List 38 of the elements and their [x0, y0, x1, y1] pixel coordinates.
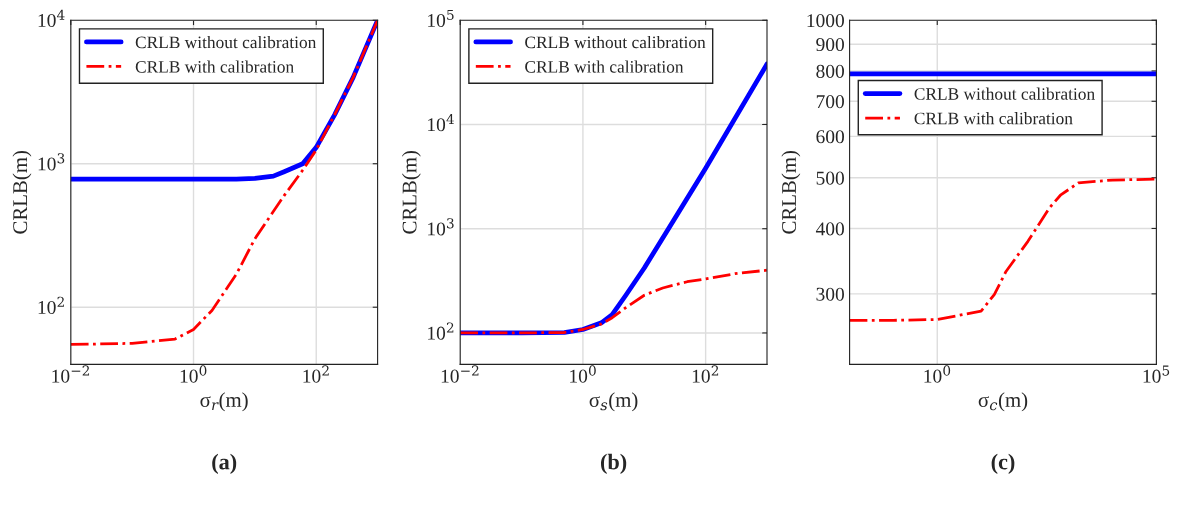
y-tick-label: 10$^{4}$	[428, 113, 454, 132]
text: (c)	[991, 453, 1015, 474]
legend-label: CRLB without calibration	[914, 87, 1095, 100]
legend-label: CRLB without calibration	[135, 35, 317, 49]
y-tick-label: 500	[816, 171, 844, 185]
y-tick-label: 10$^{5}$	[428, 9, 454, 28]
y-tick-label: 800	[816, 64, 844, 78]
x-tick-label: 10$^{2}$	[692, 365, 719, 383]
legend-label: CRLB with calibration	[135, 60, 294, 73]
y-tick-label: 400	[815, 222, 844, 236]
x-tick-label: 10$^{2}$	[303, 365, 329, 383]
x-tick-label: 10$^{5}$	[1143, 365, 1170, 383]
x-tick-label: 10$^{0}$	[570, 365, 596, 383]
y-axis-title: CRLB(m)	[781, 150, 801, 234]
y-tick-label: 600	[816, 130, 844, 144]
legend-label: CRLB with calibration	[914, 112, 1073, 125]
legend-label: CRLB without calibration	[525, 35, 706, 49]
x-tick-label: 10$^{−2}$	[52, 365, 90, 383]
x-axis-title: σ$_{r}$(m)	[200, 392, 248, 412]
legend-label: CRLB with calibration	[525, 60, 684, 73]
y-tick-label: 1000	[807, 14, 844, 28]
text: (a)	[212, 453, 237, 474]
y-tick-label: 10$^{2}$	[38, 296, 64, 315]
y-tick-label: 900	[816, 38, 844, 52]
y-tick-label: 10$^{3}$	[428, 218, 454, 236]
y-tick-label: 10$^{4}$	[38, 9, 65, 28]
x-axis-title: σ$_{c}$(m)	[978, 392, 1028, 412]
x-tick-label: 10$^{0}$	[924, 365, 951, 383]
x-axis-title: σ$_{s}$(m)	[589, 392, 638, 412]
y-axis-title: CRLB(m)	[401, 150, 421, 234]
text: (b)	[601, 453, 627, 474]
y-tick-label: 10$^{2}$	[428, 322, 454, 340]
y-tick-label: 300	[816, 287, 844, 301]
y-tick-label: 10$^{3}$	[38, 153, 65, 171]
y-axis-title: CRLB(m)	[12, 150, 32, 234]
y-tick-label: 700	[816, 95, 844, 109]
x-tick-label: 10$^{−2}$	[441, 365, 479, 383]
x-tick-label: 10$^{0}$	[180, 365, 207, 383]
